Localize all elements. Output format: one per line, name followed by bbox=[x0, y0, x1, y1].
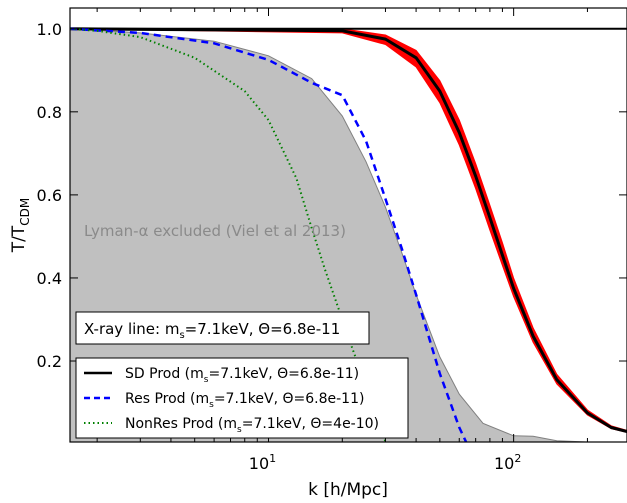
y-tick-label: 1.0 bbox=[37, 20, 62, 39]
legend-label-sd: SD Prod (ms=7.1keV, Θ=6.8e-11) bbox=[125, 366, 359, 385]
xray-annotation-text: X-ray line: ms=7.1keV, Θ=6.8e-11 bbox=[84, 320, 340, 341]
y-tick-label: 0.2 bbox=[37, 352, 62, 371]
excluded-region-label: Lyman-α excluded (Viel et al 2013) bbox=[84, 222, 346, 240]
xray-annotation-box bbox=[75, 311, 370, 345]
sd-prod-line bbox=[70, 27, 627, 434]
axis-ticks-layer: 0.2 0.4 0.6 0.8 1.0 101 102 bbox=[37, 8, 627, 473]
x-tick-label: 102 bbox=[494, 452, 521, 473]
legend-label-nonres: NonRes Prod (ms=7.1keV, Θ=4e-10) bbox=[125, 416, 379, 435]
xray-annotation: X-ray line: ms=7.1keV, Θ=6.8e-11 bbox=[75, 311, 370, 345]
x-tick-label: 101 bbox=[249, 452, 276, 473]
plot-frame bbox=[69, 7, 627, 443]
sd-prod-band bbox=[70, 28, 627, 433]
legend: SD Prod (ms=7.1keV, Θ=6.8e-11) Res Prod … bbox=[75, 357, 409, 439]
series-lines-layer bbox=[70, 27, 627, 442]
res-prod-line bbox=[70, 27, 468, 442]
x-axis-label: k [h/Mpc] bbox=[308, 480, 388, 500]
excluded-region-edge bbox=[70, 28, 588, 442]
y-axis-label: T/TCDM bbox=[9, 198, 32, 253]
y-tick-label: 0.6 bbox=[37, 186, 62, 205]
sd-band-layer bbox=[70, 28, 627, 433]
legend-label-res: Res Prod (ms=7.1keV, Θ=6.8e-11) bbox=[125, 391, 364, 410]
y-tick-label: 0.8 bbox=[37, 103, 62, 122]
legend-box bbox=[75, 357, 409, 439]
y-tick-label: 0.4 bbox=[37, 269, 62, 288]
